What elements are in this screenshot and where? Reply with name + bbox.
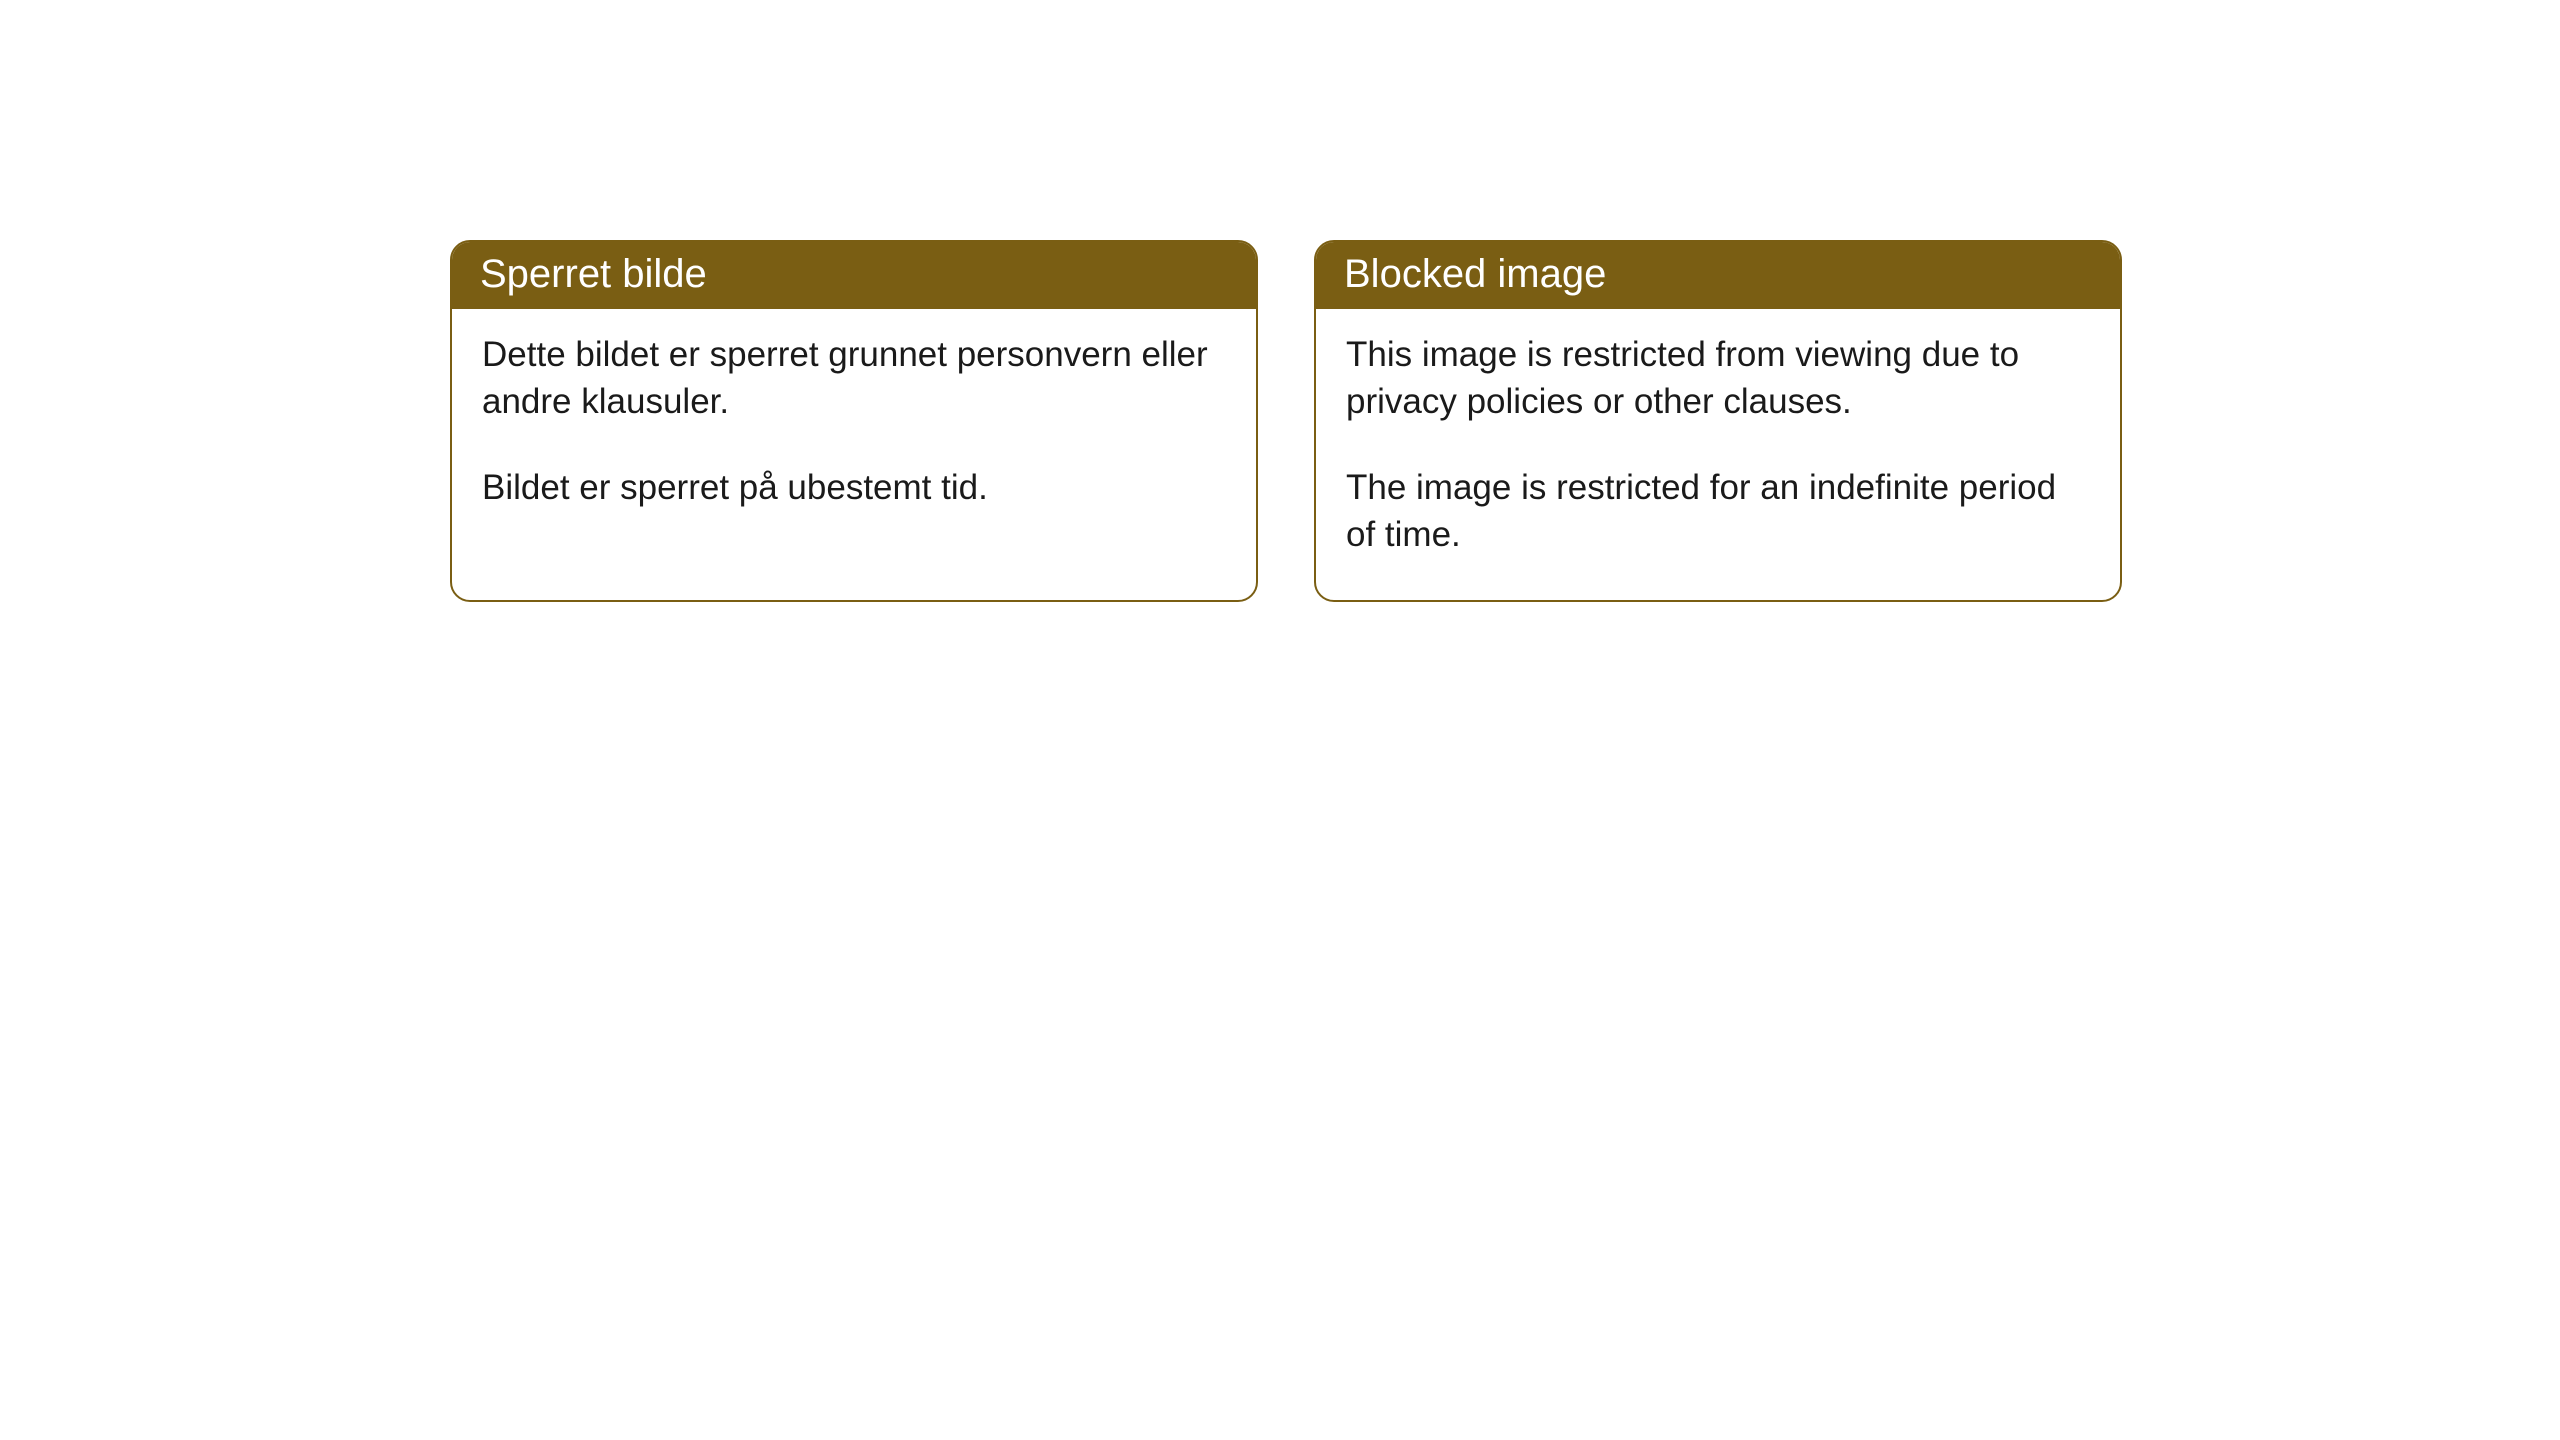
notice-card-norwegian: Sperret bilde Dette bildet er sperret gr… (450, 240, 1258, 602)
notice-container: Sperret bilde Dette bildet er sperret gr… (0, 0, 2560, 602)
notice-text-line: Dette bildet er sperret grunnet personve… (482, 331, 1226, 426)
notice-card-english: Blocked image This image is restricted f… (1314, 240, 2122, 602)
notice-card-body: Dette bildet er sperret grunnet personve… (452, 309, 1256, 553)
notice-card-title: Blocked image (1316, 242, 2120, 309)
notice-card-body: This image is restricted from viewing du… (1316, 309, 2120, 600)
notice-card-title: Sperret bilde (452, 242, 1256, 309)
notice-text-line: This image is restricted from viewing du… (1346, 331, 2090, 426)
notice-text-line: The image is restricted for an indefinit… (1346, 464, 2090, 559)
notice-text-line: Bildet er sperret på ubestemt tid. (482, 464, 1226, 511)
